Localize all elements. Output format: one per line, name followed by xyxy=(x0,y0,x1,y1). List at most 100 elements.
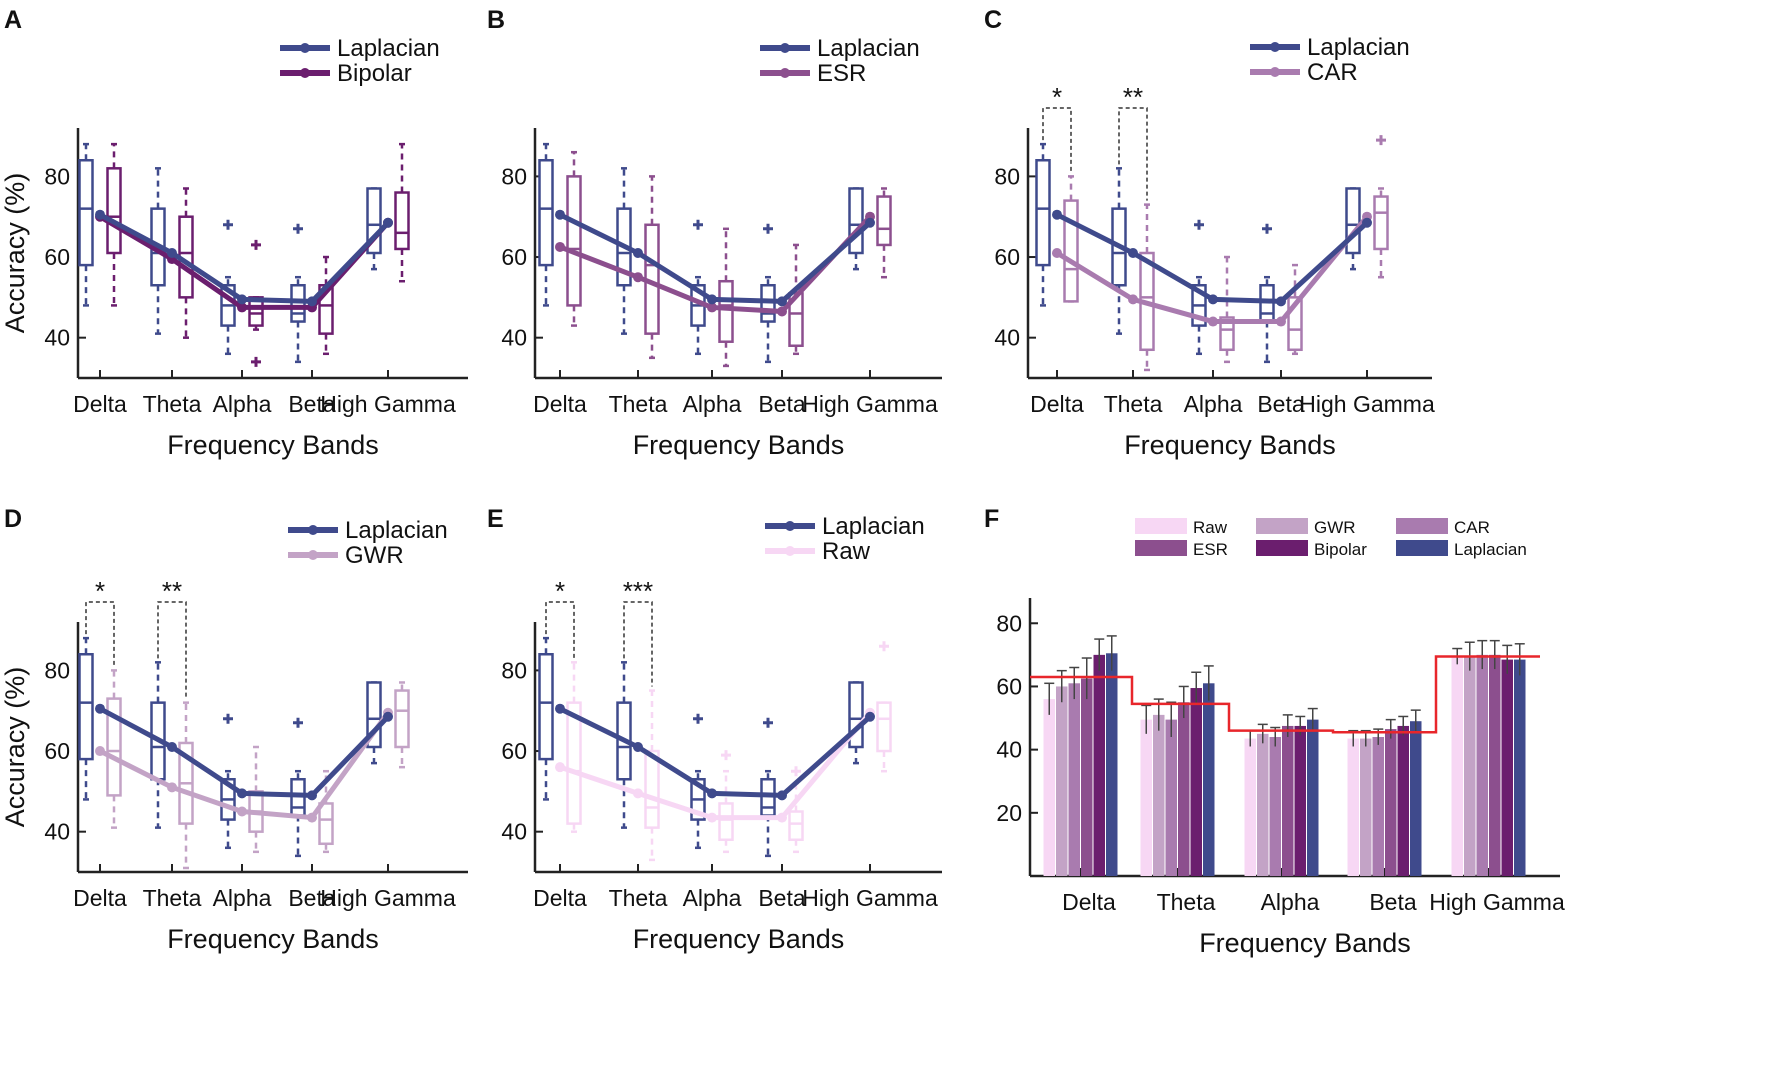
mean-point xyxy=(633,788,643,799)
significance-label: ** xyxy=(1123,82,1143,112)
x-tick-label: Delta xyxy=(1062,889,1116,915)
box xyxy=(106,167,122,255)
outlier-marker xyxy=(721,750,731,761)
x-tick-label: High Gamma xyxy=(320,885,456,911)
box xyxy=(1345,187,1361,255)
bar-laplacian xyxy=(1307,719,1319,876)
x-tick-label: Theta xyxy=(609,391,668,417)
x-tick-label: Alpha xyxy=(213,885,272,911)
bar-car xyxy=(1372,737,1384,876)
x-tick-label: Theta xyxy=(609,885,668,911)
x-tick-label: Alpha xyxy=(683,885,742,911)
box xyxy=(1219,316,1235,352)
mean-point xyxy=(1362,217,1372,228)
significance-label: * xyxy=(1052,82,1062,112)
mean-point xyxy=(237,294,247,305)
legend-label: Bipolar xyxy=(337,60,412,87)
box xyxy=(318,802,334,846)
legend-label: Laplacian xyxy=(345,517,448,544)
legend-marker xyxy=(300,68,310,78)
legend-swatch xyxy=(1396,540,1448,556)
box xyxy=(538,159,554,267)
y-tick-label: 80 xyxy=(44,657,70,683)
mean-point xyxy=(1052,248,1062,258)
legend-marker xyxy=(1270,67,1280,77)
mean-point xyxy=(707,788,717,799)
mean-point xyxy=(95,703,105,714)
box xyxy=(394,689,410,749)
y-tick-label: 80 xyxy=(501,657,527,683)
significance-bracket xyxy=(1042,107,1072,173)
legend-marker xyxy=(308,525,318,535)
legend-swatch xyxy=(1256,518,1308,534)
legend-swatch xyxy=(1256,540,1308,556)
box xyxy=(718,279,734,343)
outlier-marker xyxy=(293,223,303,234)
mean-line-laplacian xyxy=(558,212,872,304)
y-tick-label: 80 xyxy=(994,163,1020,189)
mean-point xyxy=(383,217,393,228)
x-tick-label: Delta xyxy=(533,885,587,911)
bar-gwr xyxy=(1056,686,1068,876)
panel-letter: B xyxy=(487,6,505,34)
mean-point xyxy=(167,742,177,752)
y-tick-label: 40 xyxy=(501,325,527,351)
outlier-marker xyxy=(693,219,703,230)
legend-label: Laplacian xyxy=(337,35,440,62)
mean-point xyxy=(383,711,393,722)
y-axis-title: Accuracy (%) xyxy=(0,667,30,828)
bar-bipolar xyxy=(1501,659,1513,876)
mean-point xyxy=(777,306,787,317)
box xyxy=(644,749,660,829)
bar-gwr xyxy=(1257,733,1269,876)
mean-point xyxy=(707,294,717,305)
x-tick-label: High Gamma xyxy=(1429,889,1565,915)
mean-point xyxy=(1276,296,1286,307)
outlier-marker xyxy=(1262,223,1272,234)
mean-point xyxy=(777,790,787,801)
x-tick-label: Delta xyxy=(1030,391,1084,417)
y-axis-title: Accuracy (%) xyxy=(0,173,30,334)
x-axis-title: Frequency Bands xyxy=(1199,928,1411,958)
outlier-marker xyxy=(763,223,773,234)
box xyxy=(848,187,864,255)
box xyxy=(538,653,554,761)
outlier-marker xyxy=(763,717,773,728)
legend-label: Raw xyxy=(822,538,871,565)
mean-point xyxy=(1052,209,1062,220)
legend-label: Laplacian xyxy=(1454,540,1527,559)
x-tick-label: Beta xyxy=(288,885,336,911)
y-tick-label: 40 xyxy=(994,325,1020,351)
mean-point xyxy=(1276,316,1286,327)
significance-bracket xyxy=(623,601,653,687)
legend-swatch xyxy=(1135,518,1187,534)
mean-line-gwr xyxy=(98,711,391,821)
significance-bracket xyxy=(1118,107,1148,201)
x-axis-title: Frequency Bands xyxy=(633,924,845,954)
mean-line-raw xyxy=(559,711,872,821)
bar-raw xyxy=(1347,738,1359,876)
bar-bipolar xyxy=(1190,688,1202,876)
bar-gwr xyxy=(1360,738,1372,876)
mean-point xyxy=(307,790,317,801)
legend-label: ESR xyxy=(817,60,866,87)
bar-raw xyxy=(1244,738,1256,876)
significance-bracket xyxy=(85,601,115,667)
x-axis-title: Frequency Bands xyxy=(1124,430,1336,460)
x-tick-label: Theta xyxy=(143,391,202,417)
bar-laplacian xyxy=(1203,683,1215,876)
x-tick-label: High Gamma xyxy=(802,885,938,911)
outlier-marker xyxy=(1194,219,1204,230)
outlier-marker xyxy=(251,239,261,250)
x-tick-label: Beta xyxy=(758,391,806,417)
mean-point xyxy=(555,241,565,252)
mean-point xyxy=(707,302,717,313)
bar-raw xyxy=(1140,719,1152,876)
bar-esr xyxy=(1385,729,1397,876)
x-tick-label: Theta xyxy=(143,885,202,911)
